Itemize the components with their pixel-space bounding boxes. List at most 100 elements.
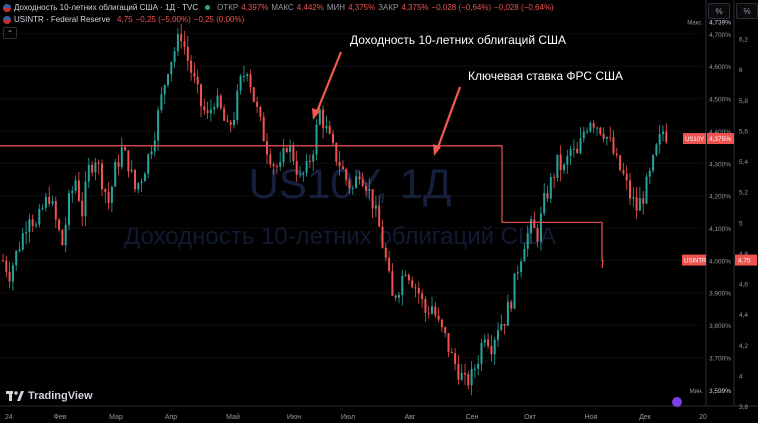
candle-body: [368, 189, 371, 191]
candle-body: [107, 191, 110, 203]
legend-main: Доходность 10-летних облигаций США · 1Д …: [3, 3, 554, 12]
candle-body: [549, 176, 552, 199]
candle-body: [662, 131, 664, 134]
y-right-tick-label: 5,2: [739, 190, 748, 197]
y-right-tick-label: 4: [739, 373, 743, 380]
candle-body: [242, 75, 245, 77]
candle-body: [457, 363, 460, 380]
percent-scale-button-right[interactable]: %: [736, 3, 758, 19]
candle-body: [563, 164, 565, 171]
candle-body: [596, 127, 598, 129]
candle-body: [41, 207, 44, 209]
candle-body: [97, 162, 100, 164]
candle-body: [619, 155, 622, 171]
x-tick-label: Мар: [109, 414, 123, 421]
candle-body: [520, 261, 523, 273]
legend-second-title[interactable]: USINTR · Federal Reserve: [14, 15, 111, 24]
candle-body: [543, 193, 546, 214]
y-tick-label: 4,400%: [709, 129, 731, 136]
candle-body: [114, 162, 117, 187]
badge-yield-symbol-text: US10Y: [685, 137, 704, 143]
candle-body: [440, 319, 443, 328]
y-right-tick-label: 4,2: [739, 343, 748, 350]
candle-body: [299, 173, 301, 175]
candle-body: [625, 173, 628, 181]
x-tick-label: Май: [226, 413, 240, 421]
change-value: −0,028 (−0,64%): [431, 3, 492, 12]
candle-body: [609, 137, 612, 139]
candle-body: [605, 137, 608, 139]
badge-yield-value-text: 4,375%: [709, 136, 731, 143]
candle-body: [48, 196, 51, 204]
candle-body: [269, 154, 272, 165]
candle-body: [612, 137, 615, 154]
candle-body: [556, 154, 559, 178]
candle-body: [308, 160, 311, 162]
candle-body: [68, 193, 70, 225]
candle-body: [84, 181, 87, 217]
annotation-rate: Ключевая ставка ФРС США: [468, 69, 623, 83]
candle-body: [124, 147, 127, 151]
candle-body: [589, 123, 592, 132]
legend-main-title[interactable]: Доходность 10-летних облигаций США · 1Д …: [14, 3, 199, 12]
candle-body: [35, 224, 37, 226]
candle-body: [236, 90, 239, 120]
candle-body: [539, 213, 542, 242]
candle-body: [325, 126, 328, 129]
candle-body: [312, 154, 315, 162]
candle-body: [226, 120, 229, 123]
y-tick-label: 4,700%: [709, 32, 731, 39]
candle-body: [632, 197, 635, 199]
x-tick-label: Июл: [341, 414, 355, 421]
candle-body: [365, 185, 367, 191]
tradingview-logo[interactable]: TradingView: [6, 390, 93, 402]
candle-body: [490, 345, 493, 355]
candle-body: [160, 94, 163, 111]
candles-series: [2, 23, 668, 396]
candle-body: [167, 74, 169, 86]
max-min-labels: Макс. 4,739% Мин. 3,599%: [687, 19, 731, 395]
candle-body: [77, 180, 80, 201]
candle-body: [38, 208, 41, 225]
candle-body: [582, 131, 585, 139]
candle-body: [487, 339, 490, 346]
candle-body: [104, 189, 107, 192]
candle-body: [635, 197, 638, 211]
candle-body: [467, 374, 470, 386]
candle-body: [61, 229, 64, 246]
candle-body: [233, 119, 235, 126]
candle-body: [190, 60, 193, 73]
y-tick-label: 3,900%: [709, 291, 731, 298]
candle-body: [302, 172, 305, 174]
candle-body: [569, 149, 572, 157]
candle-body: [25, 231, 28, 234]
candle-body: [157, 110, 160, 141]
event-marker-icon[interactable]: [672, 397, 682, 407]
candle-body: [262, 116, 265, 142]
rate-value: 4,75: [117, 15, 133, 24]
candle-body: [256, 101, 259, 107]
change-value-2: −0,028 (−0,64%): [494, 3, 554, 12]
candle-body: [200, 84, 202, 107]
y-right-tick-label: 4,8: [739, 251, 748, 258]
candle-body: [566, 156, 569, 165]
candle-body: [295, 161, 298, 175]
x-tick-label: Авг: [405, 414, 416, 421]
candle-body: [134, 169, 136, 190]
x-tick-label: 20: [699, 414, 707, 421]
candle-body: [239, 76, 242, 91]
candle-body: [163, 85, 166, 95]
candle-body: [391, 271, 394, 296]
badge-rate-value-text: 4,75: [738, 258, 751, 265]
candle-body: [464, 372, 466, 375]
candle-body: [381, 226, 384, 248]
candle-body: [401, 275, 404, 295]
candle-body: [480, 342, 483, 364]
candle-body: [266, 141, 268, 155]
candle-body: [483, 339, 486, 343]
percent-scale-button-left[interactable]: %: [708, 3, 730, 19]
y-tick-label: 4,000%: [709, 258, 731, 265]
candle-body: [523, 248, 526, 262]
chevron-up-icon[interactable]: ⌃: [3, 27, 17, 39]
